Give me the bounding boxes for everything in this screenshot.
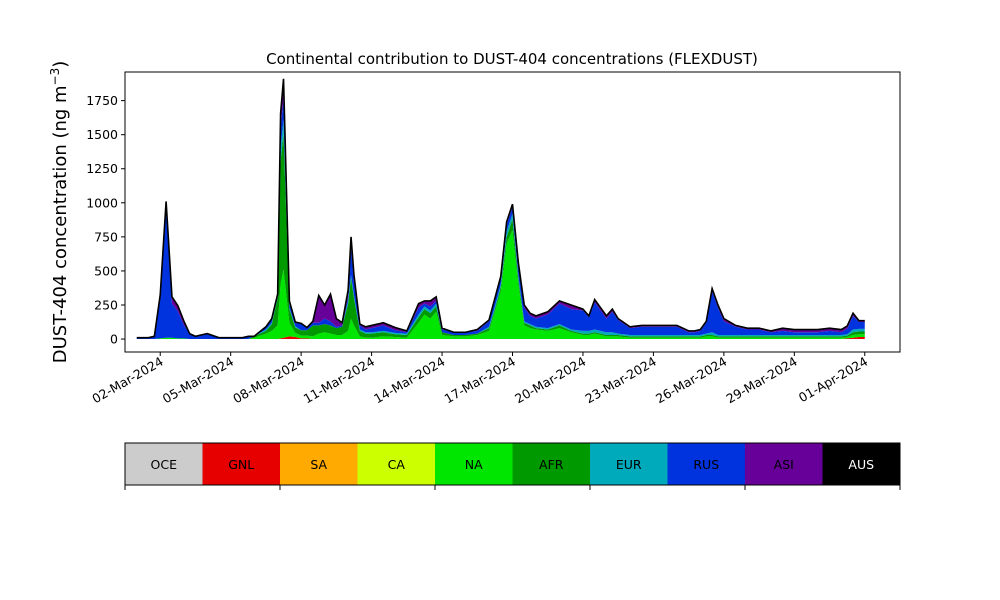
legend-swatch-gnl — [202, 443, 281, 485]
legend-label-eur: EUR — [616, 457, 642, 472]
y-axis-ticks: 0 250 500 750 1000 1250 1500 1750 — [86, 93, 125, 347]
y-axis-label-superscript: −3 — [48, 68, 62, 86]
y-tick-label: 1000 — [86, 195, 118, 210]
legend-swatch-ca — [357, 443, 436, 485]
area-na — [136, 230, 865, 340]
y-tick-label: 500 — [94, 263, 118, 278]
legend-label-aus: AUS — [848, 457, 874, 472]
legend-label-ca: CA — [388, 457, 406, 472]
y-tick-label: 1500 — [86, 127, 118, 142]
legend-colorbar: OCE GNL SA CA NA AFR EUR RUS ASI AUS — [124, 442, 901, 490]
y-tick-label: 750 — [94, 229, 118, 244]
stacked-area-layers — [136, 78, 865, 340]
y-tick-label: 250 — [94, 297, 118, 312]
legend-label-na: NA — [465, 457, 483, 472]
legend-swatch-na — [435, 443, 513, 485]
legend-swatch-sa — [280, 443, 358, 485]
legend-swatch-eur — [590, 443, 668, 485]
y-tick-label: 1250 — [86, 161, 118, 176]
total-concentration-line — [136, 78, 865, 339]
plot-frame — [124, 71, 901, 353]
legend-swatch-afr — [512, 443, 591, 485]
legend-swatch-oce — [125, 443, 203, 485]
legend-swatch-aus — [822, 443, 901, 485]
y-axis-label-main: DUST-404 concentration (ng m — [50, 85, 71, 363]
legend-swatch-asi — [745, 443, 823, 485]
legend-label-oce: OCE — [151, 457, 178, 472]
legend-frame — [124, 442, 901, 486]
legend-label-afr: AFR — [539, 457, 564, 472]
legend-swatch-rus — [667, 443, 746, 485]
legend-label-rus: RUS — [693, 457, 719, 472]
y-axis-label-close: ) — [50, 61, 71, 68]
legend-label-asi: ASI — [774, 457, 794, 472]
area-afr — [136, 133, 865, 340]
legend-label-sa: SA — [310, 457, 327, 472]
chart-title: Continental contribution to DUST-404 con… — [266, 50, 758, 68]
y-axis-label: DUST-404 concentration (ng m−3) — [48, 61, 71, 364]
legend-label-gnl: GNL — [228, 457, 254, 472]
y-tick-label: 1750 — [86, 93, 118, 108]
y-tick-label: 0 — [110, 332, 118, 347]
